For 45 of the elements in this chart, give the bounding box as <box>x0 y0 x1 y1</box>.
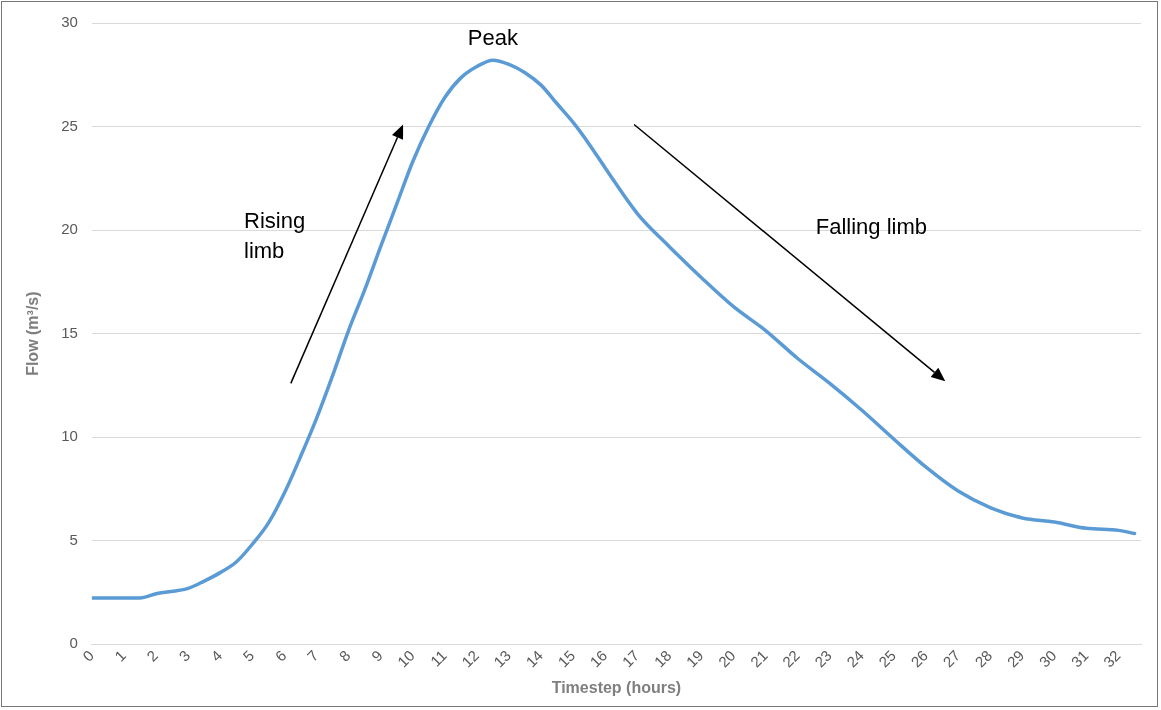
line-series <box>91 58 1137 600</box>
x-tick-label: 23 <box>811 646 835 671</box>
x-tick-label: 3 <box>175 646 194 665</box>
x-tick-label: 22 <box>778 646 803 671</box>
x-tick-label: 16 <box>586 646 611 671</box>
x-axis-title: Timestep (hours) <box>551 678 682 696</box>
x-tick-label: 1 <box>111 646 130 665</box>
x-tick-label: 12 <box>458 646 482 671</box>
y-tick-label: 0 <box>69 634 78 652</box>
y-tick-label: 20 <box>61 220 78 238</box>
x-tick-label: 25 <box>875 646 900 671</box>
y-tick-label: 25 <box>61 116 78 134</box>
x-tick-label: 20 <box>714 646 739 671</box>
x-tick-label: 18 <box>650 646 675 671</box>
x-tick-label: 5 <box>239 646 258 665</box>
x-tick-label: 30 <box>1035 646 1060 671</box>
x-tick-label: 19 <box>682 646 707 671</box>
x-tick-label: 4 <box>207 646 226 665</box>
x-tick-label: 29 <box>1003 646 1028 671</box>
x-tick-label: 10 <box>393 646 418 671</box>
x-tick-label: 7 <box>303 646 322 665</box>
y-tick-label: 15 <box>61 323 78 341</box>
y-tick-label: 30 <box>61 13 78 31</box>
x-tick-label: 2 <box>143 646 162 665</box>
x-tick-label: 28 <box>971 646 996 671</box>
x-tick-label: 21 <box>746 646 771 671</box>
x-tick-label: 17 <box>618 646 643 671</box>
x-tick-label: 11 <box>426 646 450 670</box>
y-tick-label: 5 <box>69 530 78 548</box>
x-tick-label: 32 <box>1099 646 1124 671</box>
x-tick-label: 15 <box>554 646 579 671</box>
x-tick-label: 6 <box>271 646 290 665</box>
annotation: Falling limb <box>815 214 928 240</box>
x-tick-label: 31 <box>1067 646 1092 671</box>
x-tick-label: 26 <box>907 646 932 671</box>
x-tick-label: 13 <box>490 646 515 671</box>
x-tick-label: 14 <box>522 646 547 671</box>
x-tick-label: 8 <box>335 646 354 665</box>
annotation: Rising limb <box>244 208 306 264</box>
x-tick-label: 27 <box>939 646 964 671</box>
y-tick-label: 10 <box>61 427 78 445</box>
y-axis-title: Flow (m³/s) <box>24 291 42 376</box>
x-tick-label: 24 <box>843 646 867 671</box>
x-tick-label: 9 <box>367 646 386 665</box>
annotation: Peak <box>467 25 519 51</box>
